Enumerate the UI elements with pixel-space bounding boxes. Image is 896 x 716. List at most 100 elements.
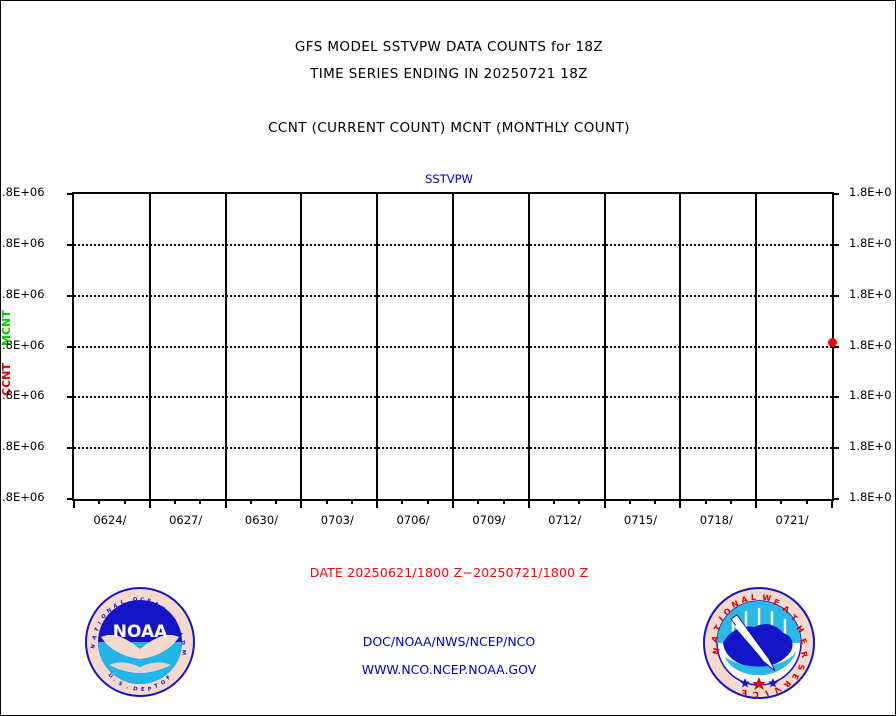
- y-axis-tick-label-right: 1.8E+0: [849, 388, 892, 403]
- date-range-text: DATE 20250621/1800 Z−20250721/1800 Z: [309, 565, 589, 580]
- x-tick-major: [603, 499, 606, 508]
- y-axis-tick-label-left: .8E+06: [2, 286, 45, 301]
- svg-text:L: L: [751, 593, 757, 602]
- chart-legend-description: CCNT (CURRENT COUNT) MCNT (MONTHLY COUNT…: [268, 120, 630, 136]
- y-tick-left: [67, 243, 74, 246]
- svg-text:N: N: [90, 644, 97, 650]
- svg-text:F: F: [165, 674, 172, 681]
- svg-text:I: I: [97, 621, 103, 627]
- svg-text:A: A: [113, 603, 119, 610]
- svg-text:V: V: [771, 684, 782, 695]
- svg-text:E: E: [741, 688, 747, 697]
- svg-text:E: E: [772, 597, 780, 607]
- svg-text:A: A: [710, 634, 721, 644]
- y-tick-right: [832, 345, 839, 348]
- svg-text:E: E: [147, 598, 152, 605]
- x-tick-minor: [628, 499, 631, 504]
- svg-text:P: P: [147, 686, 152, 693]
- x-axis-tick-label: 0703/: [320, 513, 354, 527]
- svg-text:O: O: [160, 679, 167, 687]
- svg-text:T: T: [712, 623, 723, 633]
- svg-text:U: U: [106, 672, 113, 679]
- svg-text:.: .: [112, 677, 117, 683]
- x-axis-tick-label: 0630/: [244, 513, 279, 527]
- y-axis-tick-label-right: 1.8E+0: [849, 337, 892, 352]
- x-tick-minor: [249, 499, 252, 504]
- grid-line-horizontal: [74, 294, 832, 297]
- x-axis-tick-label: 0721/: [775, 513, 809, 527]
- y-tick-right: [832, 294, 839, 297]
- y-axis-tick-label-right: 1.8E+0: [849, 286, 892, 301]
- y-axis-tick-label-left: .8E+06: [2, 185, 45, 199]
- y-tick-left: [67, 447, 74, 450]
- grid-line-horizontal: [74, 345, 832, 348]
- x-tick-major: [376, 499, 379, 508]
- x-tick-minor: [426, 499, 429, 504]
- svg-text:A: A: [153, 601, 159, 608]
- svg-text:A: A: [781, 604, 792, 615]
- svg-text:S: S: [117, 681, 124, 688]
- x-tick-minor: [654, 499, 657, 504]
- x-tick-major: [73, 499, 75, 508]
- x-tick-major: [300, 499, 303, 508]
- x-tick-minor: [477, 499, 480, 504]
- x-tick-minor: [199, 499, 202, 504]
- svg-text:.: .: [125, 684, 129, 690]
- y-tick-left: [67, 193, 74, 195]
- website-link[interactable]: WWW.NCO.NCEP.NOAA.GOV: [361, 662, 537, 677]
- x-axis-tick-label: 0624/: [93, 513, 127, 527]
- svg-text:N: N: [711, 647, 721, 655]
- y-tick-left: [67, 294, 74, 297]
- y-tick-right: [832, 498, 839, 500]
- svg-text:L: L: [120, 599, 125, 606]
- svg-text:W: W: [762, 593, 772, 603]
- y-tick-right: [832, 396, 839, 399]
- x-tick-major: [148, 499, 151, 508]
- chart-title-line1: GFS MODEL SSTVPW DATA COUNTS for 18Z: [294, 39, 604, 55]
- nws-logo: N A T I O N A L W E A T H E R S E R V I …: [703, 587, 815, 699]
- y-tick-right: [832, 447, 839, 450]
- y-tick-right: [832, 243, 839, 246]
- x-axis-tick-label: 0718/: [699, 513, 733, 527]
- svg-text:I: I: [717, 615, 725, 624]
- grid-line-horizontal: [74, 396, 832, 399]
- x-tick-major: [679, 499, 682, 508]
- svg-text:R: R: [799, 651, 809, 659]
- x-tick-major: [831, 499, 833, 508]
- plot-area: [67, 192, 839, 508]
- svg-text:I: I: [763, 688, 770, 697]
- svg-text:C: C: [140, 597, 145, 603]
- y-axis-tick-label-left: .8E+06: [2, 490, 45, 504]
- y-tick-left: [67, 498, 74, 500]
- y-axis-tick-label-right: 1.8E+0: [849, 439, 892, 454]
- svg-text:O: O: [101, 613, 109, 621]
- x-axis-tick-label: 0712/: [548, 513, 582, 527]
- y-axis-tick-label-left: .8E+06: [2, 388, 45, 403]
- x-tick-minor: [729, 499, 732, 504]
- svg-text:S: S: [796, 664, 806, 671]
- svg-text:D: D: [133, 686, 139, 693]
- x-axis-tick-label: 0715/: [623, 513, 658, 527]
- svg-text:N: N: [106, 607, 113, 614]
- chart-title-line2: TIME SERIES ENDING IN 20250721 18Z: [310, 66, 588, 82]
- data-point-ccnt: [827, 337, 837, 347]
- agency-text: DOC/NOAA/NWS/NCEP/NCO: [362, 634, 536, 649]
- svg-text:T: T: [154, 683, 160, 690]
- noaa-logo-text: NOAA: [113, 622, 168, 642]
- svg-text:A: A: [741, 595, 750, 605]
- svg-text:E: E: [798, 637, 808, 646]
- y-axis-tick-label-left: .8E+06: [2, 235, 45, 250]
- x-tick-minor: [98, 499, 101, 504]
- series-label: SSTVPW: [425, 172, 473, 186]
- x-tick-major: [224, 499, 227, 508]
- svg-text:C: C: [752, 689, 760, 699]
- svg-text:C: C: [170, 617, 177, 624]
- y-axis-tick-label-right: 1.8E+0: [849, 235, 892, 250]
- x-tick-minor: [578, 499, 581, 504]
- svg-text:O: O: [722, 606, 733, 617]
- svg-text:H: H: [794, 624, 805, 635]
- x-tick-major: [755, 499, 758, 508]
- x-tick-minor: [350, 499, 353, 504]
- x-tick-minor: [553, 499, 556, 504]
- grid-line-horizontal: [74, 447, 832, 450]
